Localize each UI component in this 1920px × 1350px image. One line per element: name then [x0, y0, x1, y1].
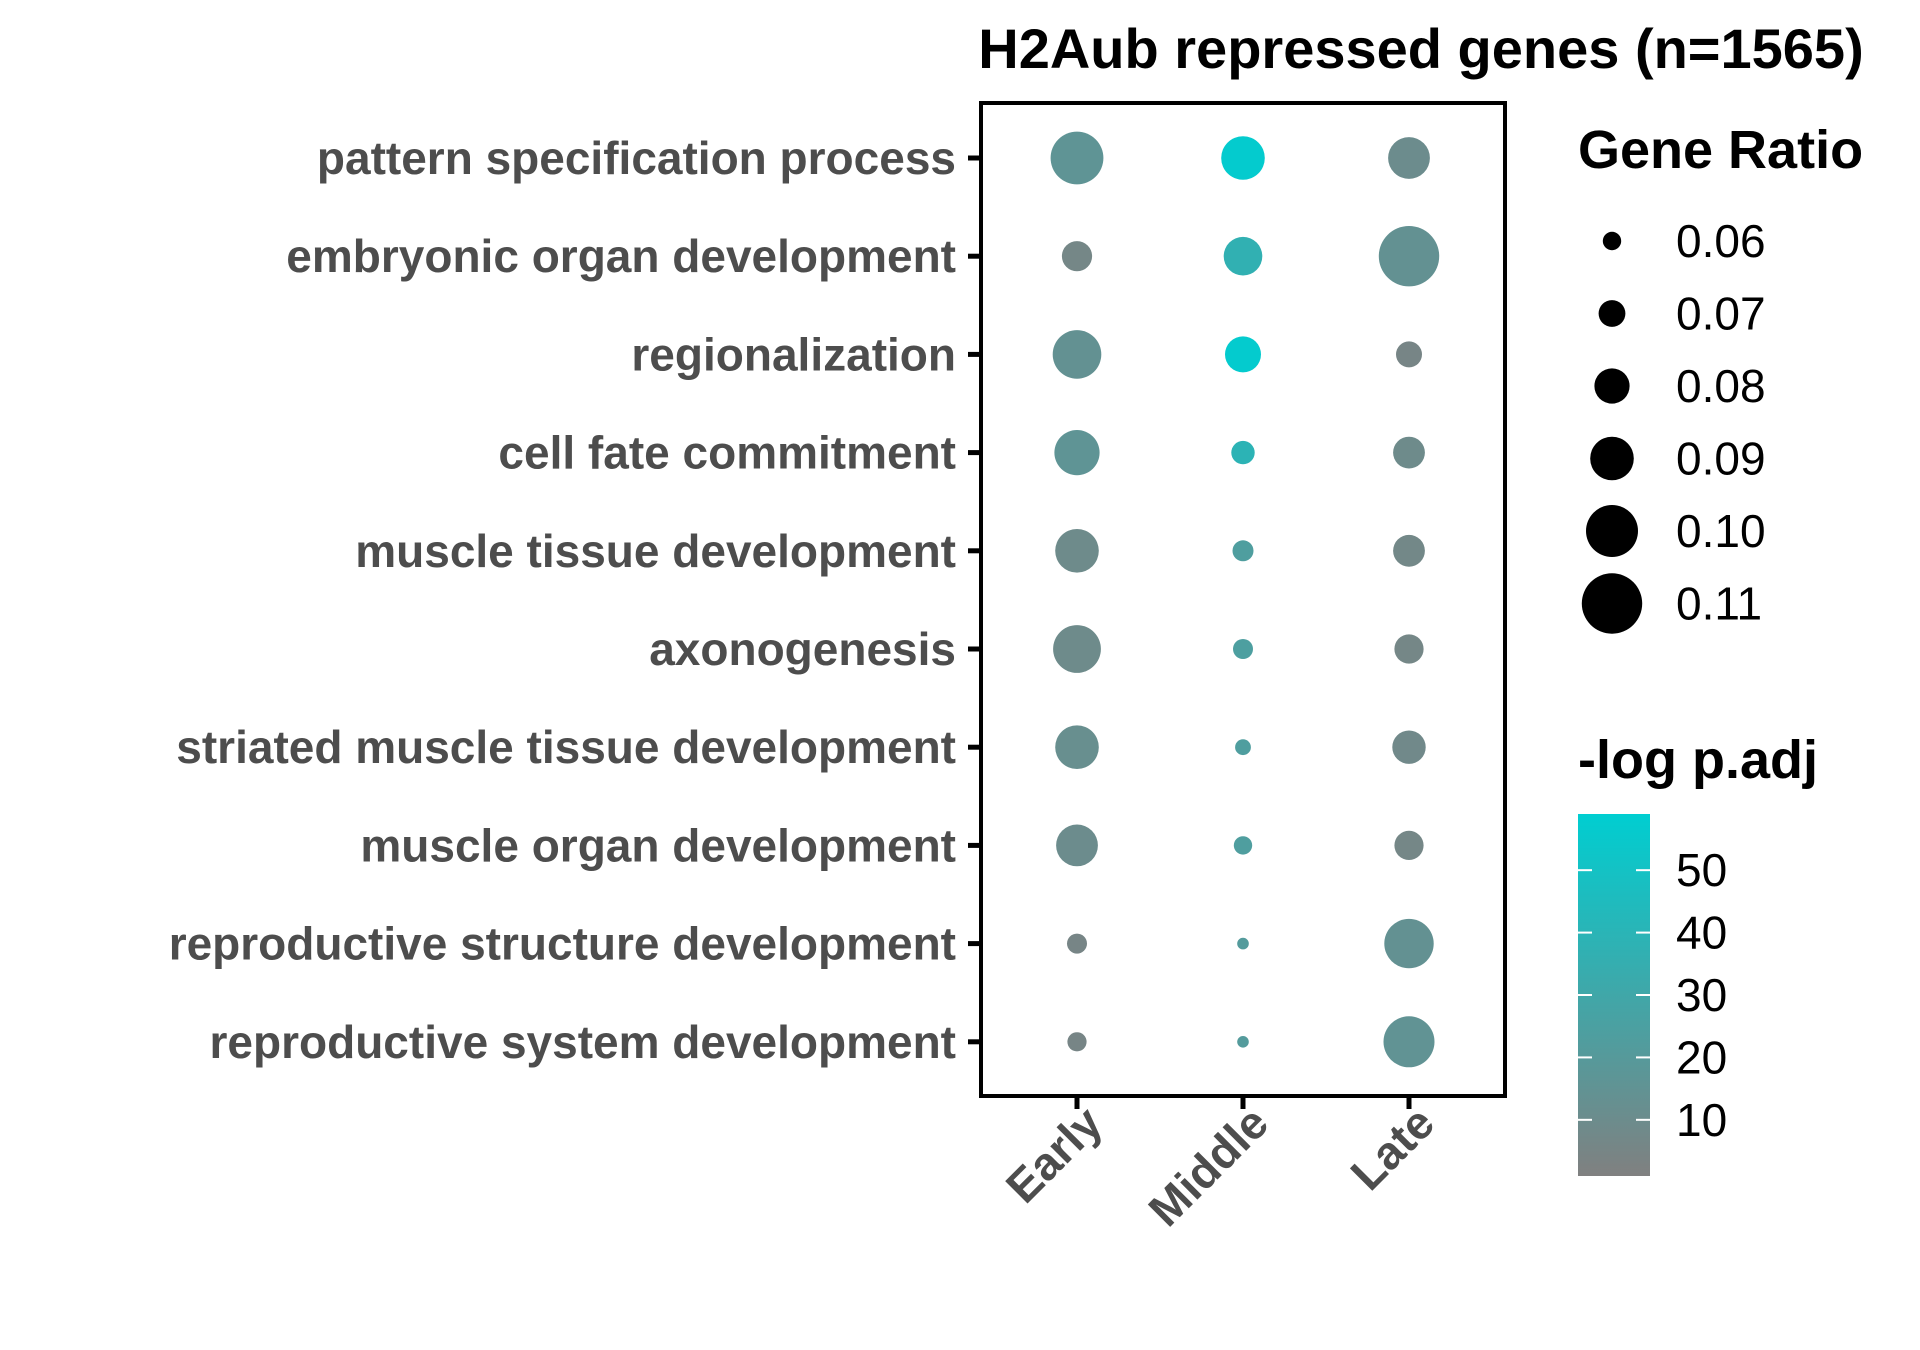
y-tick-label: reproductive system development [210, 1016, 956, 1068]
color-legend-label: 10 [1676, 1094, 1727, 1146]
point-late-2 [1378, 226, 1440, 287]
x-tick-label: Early [996, 1096, 1113, 1213]
point-late-8 [1394, 830, 1424, 861]
point-early-6 [1053, 625, 1101, 673]
size-legend-key [1598, 300, 1626, 327]
y-tick-label: muscle tissue development [355, 525, 956, 577]
point-late-5 [1393, 534, 1425, 567]
y-tick-label: axonogenesis [649, 623, 956, 675]
size-legend-key [1602, 231, 1622, 251]
point-late-9 [1384, 918, 1434, 969]
point-middle-4 [1231, 440, 1255, 465]
point-middle-10 [1237, 1036, 1249, 1048]
point-late-10 [1383, 1016, 1435, 1068]
point-early-3 [1052, 330, 1102, 379]
size-legend-label: 0.10 [1676, 505, 1766, 557]
x-tick-label: Late [1340, 1096, 1444, 1200]
size-legend-title: Gene Ratio [1578, 120, 1863, 180]
size-legend: 0.06 0.07 0.08 0.09 0.10 0.11 [1581, 215, 1766, 634]
color-legend: 10 20 30 40 50 [1578, 844, 1727, 1146]
size-legend-label: 0.09 [1676, 433, 1766, 485]
point-early-5 [1055, 529, 1099, 573]
point-middle-8 [1233, 836, 1253, 855]
point-middle-6 [1233, 639, 1253, 659]
y-tick-label: muscle organ development [360, 819, 956, 871]
y-tick-label: reproductive structure development [169, 918, 956, 970]
point-late-3 [1396, 341, 1422, 368]
point-early-1 [1050, 131, 1104, 185]
chart-title: H2Aub repressed genes (n=1565) [978, 17, 1863, 80]
y-tick-label: striated muscle tissue development [176, 721, 956, 773]
size-legend-key [1594, 368, 1630, 404]
color-legend-label: 20 [1676, 1031, 1727, 1083]
point-early-10 [1067, 1032, 1087, 1052]
y-axis: pattern specification process embryonic o… [169, 132, 981, 1068]
y-tick-label: regionalization [631, 328, 956, 380]
y-tick-label: cell fate commitment [498, 427, 956, 479]
point-early-2 [1061, 241, 1093, 272]
data-points [1050, 131, 1440, 1068]
color-legend-title: -log p.adj [1578, 730, 1818, 790]
point-late-7 [1392, 730, 1426, 764]
point-early-7 [1055, 725, 1099, 769]
point-middle-2 [1223, 236, 1263, 276]
point-middle-7 [1235, 739, 1251, 756]
size-legend-key [1581, 573, 1643, 634]
point-late-4 [1393, 436, 1425, 469]
point-late-1 [1388, 137, 1430, 179]
x-axis: Early Middle Late [996, 1096, 1444, 1236]
point-middle-1 [1221, 136, 1265, 180]
point-early-8 [1056, 824, 1098, 867]
color-legend-label: 30 [1676, 969, 1727, 1021]
size-legend-label: 0.07 [1676, 288, 1766, 340]
point-middle-3 [1225, 336, 1261, 373]
point-middle-9 [1237, 937, 1249, 950]
size-legend-key [1590, 436, 1634, 481]
point-early-4 [1054, 430, 1100, 476]
x-tick-label: Middle [1138, 1096, 1278, 1236]
color-legend-label: 50 [1676, 844, 1727, 896]
point-middle-5 [1232, 540, 1254, 562]
point-early-9 [1067, 933, 1087, 954]
point-late-6 [1394, 634, 1424, 664]
size-legend-key [1586, 505, 1638, 557]
size-legend-label: 0.11 [1676, 578, 1762, 630]
y-tick-label: pattern specification process [317, 132, 956, 184]
size-legend-label: 0.06 [1676, 215, 1766, 267]
color-legend-label: 40 [1676, 907, 1727, 959]
y-tick-label: embryonic organ development [286, 230, 956, 282]
size-legend-label: 0.08 [1676, 360, 1766, 412]
